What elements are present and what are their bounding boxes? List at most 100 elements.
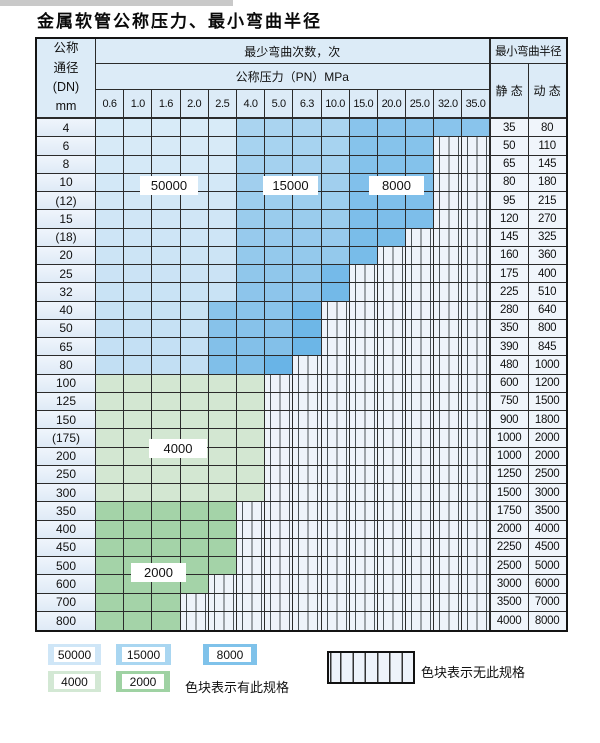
- no-spec-cell: [462, 173, 491, 192]
- spec-cell: [152, 119, 181, 138]
- no-spec-cell: [321, 484, 350, 503]
- no-spec-cell: [434, 137, 463, 156]
- spec-cell: [208, 465, 237, 484]
- spec-cell: [96, 119, 125, 138]
- no-spec-cell: [236, 575, 266, 594]
- spec-cell: [349, 246, 378, 265]
- spec-cell: [349, 155, 378, 174]
- spec-cell: [208, 192, 237, 211]
- static-value-cell: 95: [490, 192, 529, 211]
- spec-cell: [152, 319, 181, 338]
- spec-cell: [152, 356, 181, 375]
- spec-cell: [96, 447, 125, 466]
- no-spec-cell: [377, 447, 407, 466]
- no-spec-cell: [434, 411, 463, 430]
- no-spec-cell: [321, 557, 350, 576]
- static-value-cell: 120: [490, 210, 529, 229]
- spec-cell: [96, 283, 125, 302]
- cycle-label-50000: 50000: [140, 176, 198, 195]
- no-spec-cell: [265, 557, 294, 576]
- static-value-cell: 280: [490, 301, 529, 320]
- spec-cell: [208, 283, 237, 302]
- dn-cell: 300: [37, 484, 96, 503]
- spec-cell: [96, 520, 125, 539]
- dn-cell: 250: [37, 465, 96, 484]
- spec-cell: [208, 374, 237, 393]
- dynamic-value-cell: 180: [528, 173, 566, 192]
- no-spec-cell: [434, 557, 463, 576]
- spec-cell: [180, 192, 209, 211]
- spec-cell: [208, 228, 237, 247]
- static-value-cell: 1000: [490, 447, 529, 466]
- spec-cell: [208, 137, 237, 156]
- static-value-cell: 1750: [490, 502, 529, 521]
- legend-swatch-label: 4000: [54, 674, 95, 689]
- spec-cell: [265, 338, 294, 357]
- static-value-cell: 390: [490, 338, 529, 357]
- static-value-cell: 1250: [490, 465, 529, 484]
- spec-cell: [265, 283, 294, 302]
- spec-cell: [321, 246, 350, 265]
- dynamic-value-cell: 3000: [528, 484, 566, 503]
- spec-cell: [152, 392, 181, 411]
- legend-swatch-label: 50000: [54, 647, 95, 662]
- spec-cell: [180, 392, 209, 411]
- no-spec-cell: [349, 429, 378, 448]
- spec-cell: [180, 155, 209, 174]
- no-spec-cell: [293, 465, 322, 484]
- spec-cell: [96, 319, 125, 338]
- no-spec-cell: [321, 301, 350, 320]
- spec-cell: [208, 356, 237, 375]
- no-spec-cell: [349, 593, 378, 612]
- no-spec-cell: [406, 228, 435, 247]
- static-value-cell: 2500: [490, 557, 529, 576]
- no-spec-cell: [377, 319, 407, 338]
- corner-header-line: mm: [55, 99, 77, 114]
- spec-cell: [96, 502, 125, 521]
- spec-cell: [208, 119, 237, 138]
- pressure-col-header: 32.0: [434, 90, 463, 119]
- spec-cell: [124, 411, 153, 430]
- dn-cell: 150: [37, 411, 96, 430]
- no-spec-cell: [462, 228, 491, 247]
- spec-cell: [152, 484, 181, 503]
- spec-cell: [180, 520, 209, 539]
- corner-header-dn: 公称 通径 (DN) mm: [37, 39, 96, 119]
- no-spec-cell: [434, 429, 463, 448]
- spec-cell: [152, 283, 181, 302]
- dynamic-value-cell: 1200: [528, 374, 566, 393]
- no-spec-cell: [462, 301, 491, 320]
- spec-table: 公称 通径 (DN) mm 最少弯曲次数，次 公称压力（PN）MPa 最小弯曲半…: [35, 37, 568, 632]
- no-spec-cell: [265, 465, 294, 484]
- no-spec-cell: [236, 557, 266, 576]
- no-spec-cell: [406, 520, 435, 539]
- spec-cell: [152, 246, 181, 265]
- no-spec-cell: [434, 356, 463, 375]
- dn-cell: 700: [37, 593, 96, 612]
- spec-cell: [236, 283, 266, 302]
- dynamic-value-cell: 510: [528, 283, 566, 302]
- no-spec-cell: [462, 155, 491, 174]
- spec-cell: [124, 137, 153, 156]
- spec-cell: [293, 338, 322, 357]
- dn-cell: 20: [37, 246, 96, 265]
- no-spec-cell: [236, 502, 266, 521]
- spec-cell: [293, 301, 322, 320]
- no-spec-cell: [236, 520, 266, 539]
- no-spec-cell: [406, 593, 435, 612]
- no-spec-cell: [265, 374, 294, 393]
- spec-cell: [96, 465, 125, 484]
- spec-cell: [124, 119, 153, 138]
- no-spec-cell: [462, 593, 491, 612]
- no-spec-cell: [406, 575, 435, 594]
- spec-cell: [124, 319, 153, 338]
- dynamic-value-cell: 400: [528, 265, 566, 284]
- spec-cell: [265, 246, 294, 265]
- spec-cell: [180, 557, 209, 576]
- no-spec-cell: [434, 520, 463, 539]
- no-spec-cell: [208, 611, 237, 630]
- spec-cell: [124, 301, 153, 320]
- dynamic-value-cell: 325: [528, 228, 566, 247]
- no-spec-cell: [293, 611, 322, 630]
- no-spec-cell: [406, 246, 435, 265]
